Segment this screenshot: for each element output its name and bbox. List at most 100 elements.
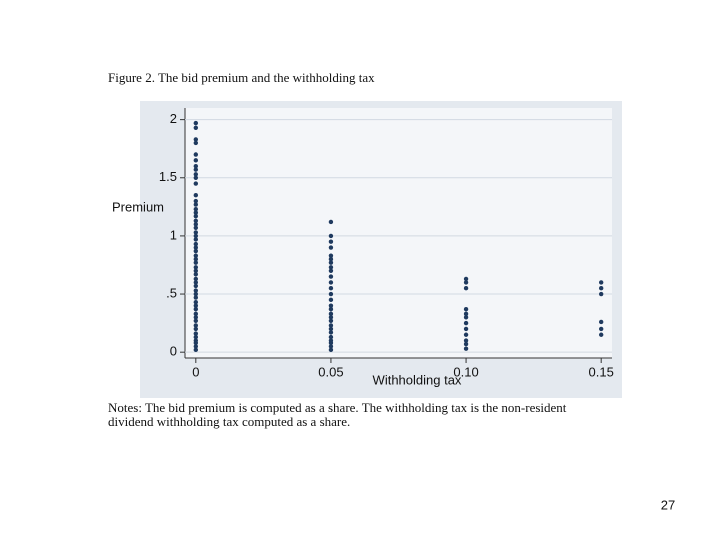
scatter-point [193,233,199,239]
scatter-point [463,338,469,343]
scatter-point [193,347,199,353]
scatter-point [193,315,199,320]
scatter-point [193,288,199,293]
scatter-point [463,306,469,312]
scatter-point [463,326,469,332]
scatter-point [193,306,199,312]
scatter-point [328,291,334,297]
scatter-point [193,276,199,282]
scatter-point [328,330,334,335]
scatter-point [193,210,199,215]
y-axis-label: Premium [112,199,164,214]
scatter-point [328,297,334,303]
scatter-point [193,241,199,247]
scatter-point [463,311,469,317]
scatter-point [193,299,199,305]
scatter-point [193,193,199,198]
scatter-point [598,286,604,291]
scatter-point [193,265,199,270]
scatter-point [193,213,199,219]
scatter-point [193,268,199,273]
y-tick-label: 0 [170,344,177,359]
scatter-point [193,181,199,186]
scatter-point [193,272,199,277]
scatter-point [328,219,334,225]
scatter-point [463,346,469,351]
scatter-point [463,276,469,282]
scatter-point [328,233,334,239]
scatter-point [193,323,199,328]
x-axis-label: Withholding tax [373,372,462,387]
scatter-point [193,202,199,207]
scatter-point [193,218,199,223]
scatter-point [328,265,334,270]
scatter-point [328,315,334,320]
scatter-point [193,167,199,172]
scatter-point [328,286,334,291]
scatter-point [328,344,334,349]
y-tick-label: .5 [166,285,177,300]
scatter-point [193,125,199,130]
scatter-point [193,140,199,146]
scatter-point [328,274,334,279]
scatter-point [193,318,199,323]
scatter-point [328,280,334,285]
scatter-point [193,303,199,308]
scatter-point [328,303,334,308]
scatter-point [193,338,199,343]
scatter-point [463,280,469,285]
scatter-point [193,253,199,258]
scatter-point [598,291,604,297]
page-number: 27 [661,497,675,512]
scatter-point [193,334,199,340]
scatter-point [463,320,469,326]
scatter-point [328,347,334,353]
scatter-point [193,206,199,212]
scatter-point [328,318,334,323]
scatter-point [193,222,199,227]
scatter-point [193,225,199,230]
y-tick-label: 2 [170,111,177,126]
scatter-point [328,268,334,273]
scatter-point [193,158,199,163]
figure-caption: Figure 2. The bid premium and the withho… [108,70,375,85]
scatter-point [193,172,199,177]
y-tick-label: 1 [170,227,177,242]
scatter-point [328,239,334,244]
scatter-point [193,163,199,169]
x-tick-label: 0 [192,364,199,379]
scatter-point [598,326,604,332]
notes-line: Notes: The bid premium is computed as a … [108,400,567,415]
scatter-point [463,341,469,347]
scatter-point [193,280,199,285]
plot-area [185,108,612,358]
scatter-point [193,245,199,250]
x-tick-label: 0.05 [318,364,343,379]
scatter-point [328,323,334,328]
scatter-point [193,291,199,297]
scatter-point [193,230,199,235]
scatter-point [463,286,469,291]
y-tick-label: 1.5 [159,169,177,184]
scatter-point [463,315,469,320]
scatter-point [193,344,199,349]
scatter-point [328,260,334,265]
scatter-point [328,306,334,312]
scatter-point [193,175,199,180]
scatter-point [193,152,199,157]
scatter-point [193,120,199,126]
scatter-point [328,326,334,332]
x-tick-label: 0.10 [453,364,478,379]
scatter-point [598,319,604,325]
scatter-point [193,295,199,300]
scatter-point [193,331,199,336]
scatter-point [328,311,334,317]
scatter-point [193,260,199,265]
scatter-point [463,332,469,337]
scatter-point [193,311,199,317]
scatter-point [328,334,334,340]
scatter-point [598,280,604,285]
scatter-point [193,198,199,204]
